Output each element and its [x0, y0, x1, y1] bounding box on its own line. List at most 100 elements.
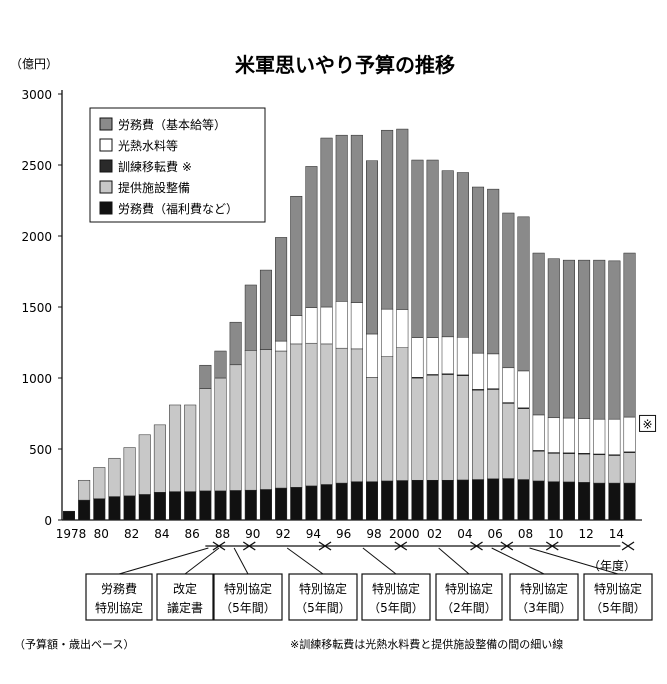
- agreement-box: 特別協定 （5年間）: [286, 547, 358, 621]
- bar-segment: [396, 128, 409, 310]
- x-tick-label: 1978: [56, 527, 87, 541]
- bar-segment: [335, 301, 348, 349]
- marker-box: [639, 414, 657, 432]
- agreement-frame: [361, 573, 431, 621]
- bar-segment: [562, 417, 575, 454]
- bar-segment: [396, 309, 409, 349]
- y-tick-label: 500: [29, 443, 52, 457]
- bar-segment: [487, 389, 500, 480]
- agreement-connector: [491, 547, 545, 575]
- bar-segment: [608, 418, 621, 455]
- agreement-connector: [233, 547, 249, 575]
- agreement-connector: [362, 547, 397, 575]
- agreement-line2: （5年間）: [368, 601, 424, 615]
- legend-label: 提供施設整備: [118, 180, 190, 195]
- timeline-arrow: [551, 541, 559, 551]
- timeline-arrow: [475, 541, 483, 551]
- x-tick-label: 06: [488, 527, 503, 541]
- agreement-line1: 特別協定: [224, 581, 272, 596]
- legend-label: 光熱水料等: [118, 139, 178, 153]
- x-tick-label: 96: [336, 527, 351, 541]
- bar-segment: [381, 480, 394, 521]
- bar-segment: [608, 455, 621, 484]
- bar-segment: [472, 186, 485, 354]
- bar-segment: [487, 353, 500, 389]
- legend-swatch: [99, 159, 113, 173]
- bar-segment: [532, 480, 545, 521]
- agreement-line2: （5年間）: [295, 601, 351, 615]
- bar-segment: [411, 377, 424, 481]
- bar-segment: [487, 188, 500, 355]
- bar-segment: [456, 375, 469, 481]
- bar-segment: [502, 478, 515, 521]
- bar-segment: [532, 414, 545, 451]
- bar-segment: [350, 302, 363, 350]
- bar-segment: [290, 315, 303, 345]
- bar-segment: [578, 259, 591, 419]
- y-tick-label: 2500: [21, 159, 52, 173]
- bar-segment: [623, 482, 636, 521]
- agreement-box: 特別協定 （5年間）: [529, 547, 653, 621]
- bar-segment: [517, 216, 530, 372]
- bar-segment: [229, 364, 242, 491]
- x-tick-label: 10: [548, 527, 563, 541]
- agreement-box: 特別協定 （3年間）: [491, 547, 579, 621]
- bar-segment: [472, 479, 485, 521]
- bar-segment: [305, 485, 318, 521]
- agreement-line1: 労務費: [101, 581, 137, 596]
- bar-segment: [578, 482, 591, 521]
- bar-segment: [502, 367, 515, 403]
- bar-segment: [199, 364, 212, 389]
- bar-segment: [593, 454, 606, 484]
- bar-segment: [259, 269, 272, 350]
- agreement-line1: 特別協定: [299, 581, 347, 596]
- bar-segment: [305, 307, 318, 344]
- bar-segment: [532, 252, 545, 416]
- x-tick-label: 98: [366, 527, 381, 541]
- timeline-arrow: [399, 541, 408, 551]
- bar-segment: [441, 374, 454, 481]
- bar-segment: [229, 321, 242, 366]
- bar-segment: [381, 308, 394, 357]
- legend-swatch: [99, 180, 113, 194]
- agreement-frame: [156, 573, 214, 621]
- x-tick-label: 14: [609, 527, 624, 541]
- x-tick-label: 86: [185, 527, 200, 541]
- y-axis-label: （億円）: [10, 57, 58, 71]
- bar-segment: [290, 343, 303, 488]
- timeline-arrow: [323, 541, 332, 551]
- bar-segment: [350, 481, 363, 521]
- bar-segment: [244, 350, 257, 491]
- bar-segment: [456, 172, 469, 338]
- bar-segment: [259, 489, 272, 521]
- bar-segment: [441, 479, 454, 521]
- agreement-line2: 特別協定: [95, 600, 143, 615]
- agreement-line2: （5年間）: [590, 601, 646, 615]
- bar-segment: [320, 306, 333, 345]
- bar-segment: [350, 348, 363, 482]
- y-tick-label: 1000: [21, 372, 52, 386]
- x-tick-label: 2000: [389, 527, 420, 541]
- bar-segment: [411, 479, 424, 521]
- agreement-line1: 特別協定: [520, 581, 568, 596]
- bar-segment: [487, 478, 500, 521]
- bar-segment: [214, 350, 227, 379]
- bar-segment: [623, 416, 636, 453]
- bar-segment: [244, 284, 257, 351]
- bar-segment: [320, 137, 333, 308]
- bar-segment: [426, 337, 439, 375]
- bar-segment: [517, 408, 530, 480]
- bar-segment: [93, 498, 106, 521]
- bar-segment: [578, 418, 591, 454]
- bar-segment: [259, 349, 272, 490]
- agreement-frame: [509, 573, 579, 621]
- agreement-frame: [213, 573, 283, 621]
- bar-segment: [335, 482, 348, 521]
- bar-segment: [608, 482, 621, 521]
- bar-segment: [153, 424, 166, 493]
- bar-segment: [456, 479, 469, 521]
- bar-segment: [138, 434, 151, 495]
- bar-segment: [184, 491, 197, 521]
